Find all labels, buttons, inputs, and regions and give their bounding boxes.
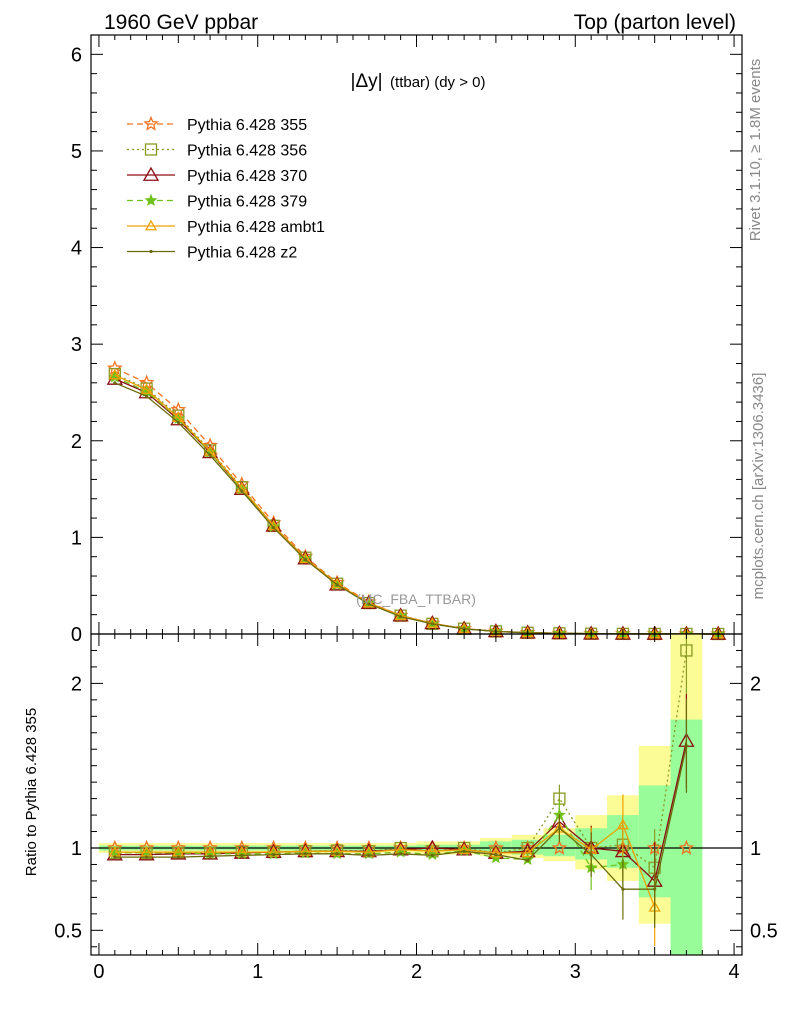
band-green [543,834,576,857]
legend-label-0: Pythia 6.428 355 [187,117,307,134]
ratio-ref-point-14 [551,839,568,855]
ratio-y-tick-label-right: 0.5 [750,920,778,942]
ratio-4-point-3 [208,854,212,858]
series-4-point-0 [108,368,121,380]
ratio-y-tick-label: 0.5 [54,920,82,942]
series-5-point-2 [176,420,180,425]
ratio-4-point-1 [144,855,149,859]
series-5-point-8 [367,602,371,606]
ratio-4-point-12 [494,852,498,857]
ratio-y-tick-label: 2 [71,673,82,695]
x-tick-label: 3 [570,961,581,983]
ratio-y-tick-label: 1 [71,838,82,860]
y-tick-label: 5 [71,141,82,163]
series-5-point-11 [462,627,466,631]
y-tick-label: 1 [71,527,82,549]
observable-title: |Δy| (ttbar) (dy > 0) [351,71,486,92]
observable-title-main: |Δy| [351,71,383,92]
ratio-4-point-17 [653,887,657,891]
ratio-ylabel: Ratio to Pythia 6.428 355 [23,708,40,876]
legend-label-3: Pythia 6.428 379 [187,194,307,211]
series-5-point-7 [335,583,339,587]
ratio-3-point-12 [489,846,503,858]
legend-marker-2 [142,166,160,181]
y-tick-label: 3 [71,334,82,356]
legend-marker-5 [149,249,153,254]
series-5-point-1 [144,394,149,398]
legend-label-1: Pythia 6.428 356 [187,143,307,160]
ratio-4-point-6 [303,852,307,856]
rivet-label: Rivet 3.1.10, ≥ 1.8M events [747,59,764,242]
legend-marker-0 [143,115,159,131]
legend-marker-3 [144,193,158,206]
y-tick-label: 2 [71,431,82,453]
ratio-y-tick-label-right: 1 [750,838,761,860]
ratio-4-point-16 [621,887,625,891]
ratio-y-tick-label-right: 2 [750,673,761,695]
series-5-point-3 [208,453,212,457]
ratio-4-point-0 [113,855,117,859]
series-5-point-10 [430,622,434,626]
ratio-4-point-11 [462,849,466,853]
ratio-4-point-15 [589,852,593,857]
x-tick-label: 0 [93,961,104,983]
legend-marker-4 [144,219,158,231]
ratio-panel: 0 1 2 3 4 0.5 0.5 1 1 2 2 [54,633,778,983]
series-5-point-9 [399,615,403,619]
ratio-3-point-13 [521,846,534,858]
ratio-4-point-4 [240,853,244,858]
ratio-0-point-18 [680,644,693,657]
energy-label: 1960 GeV ppbar [104,11,258,34]
series-4-point-6 [299,552,312,564]
ratio-4-point-18 [684,744,689,748]
ratio-4-point-14 [557,826,562,830]
series-5-point-6 [303,558,307,562]
ratio-ref-point-18 [678,839,695,855]
ratio-1-point-5 [265,843,282,859]
legend-label-5: Pythia 6.428 z2 [187,245,297,262]
ratio-4-point-10 [430,853,434,858]
series-5-point-4 [240,489,244,493]
ratio-4-point-7 [335,852,339,856]
legend-label-4: Pythia 6.428 ambt1 [187,219,325,236]
y-tick-label: 0 [71,624,82,646]
legend-label-2: Pythia 6.428 370 [187,168,307,185]
series-4-point-1 [140,383,153,394]
x-tick-label: 4 [728,961,739,983]
legend: Pythia 6.428 355 Pythia 6.428 356 Pythia 6… [127,115,325,262]
ratio-4-point-2 [176,855,180,859]
ratio-1-point-6 [297,842,314,858]
ratio-4-point-13 [526,858,530,862]
ratio-ref-point-12 [488,839,504,855]
y-tick-label: 4 [71,238,82,260]
x-tick-label: 1 [252,961,263,983]
ratio-3-point-11 [458,843,471,855]
process-label: Top (parton level) [574,11,736,34]
legend-marker-1 [144,143,158,156]
series-5-point-0 [113,381,117,385]
analysis-tag: (MC_FBA_TTBAR) [356,591,476,607]
x-tick-label: 2 [411,961,422,983]
observable-title-sub: (ttbar) (dy > 0) [390,74,485,91]
ratio-line-3 [114,823,656,908]
ratio-4-point-9 [399,852,403,856]
mcplots-label: mcplots.cern.ch [arXiv:1306.3436] [750,373,767,600]
ratio-3-point-16 [616,818,630,830]
ratio-4-point-8 [367,853,371,858]
ratio-4-point-5 [271,852,276,857]
y-tick-label: 6 [71,44,82,66]
series-5-point-5 [271,526,276,530]
